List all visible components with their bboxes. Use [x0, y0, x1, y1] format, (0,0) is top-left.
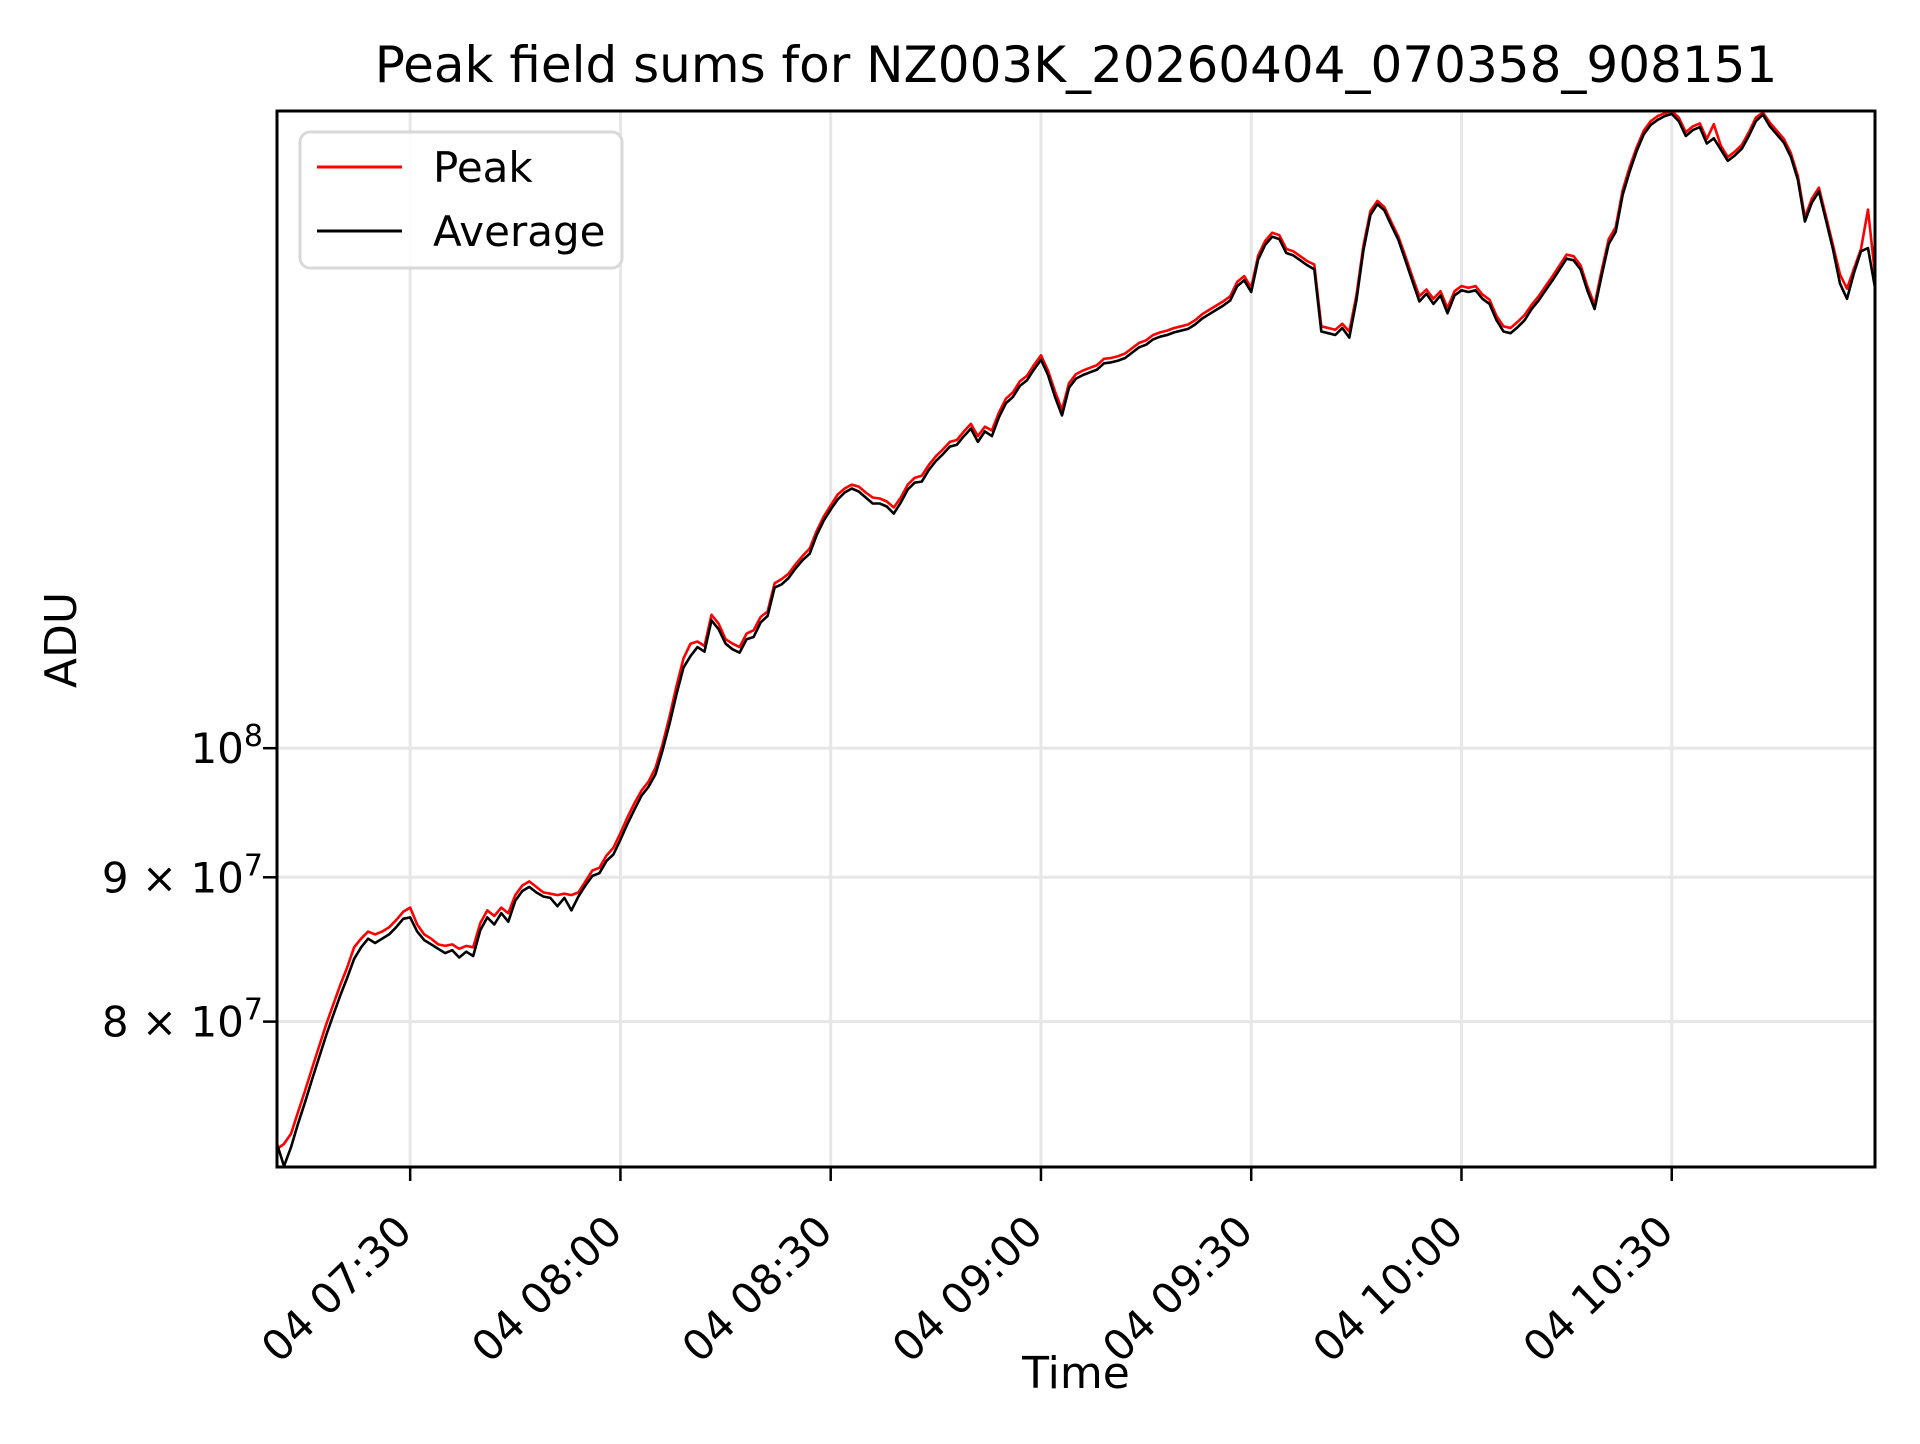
- average-line: [275, 112, 1877, 1168]
- y-tick-labels: 8 × 107 9 × 107 108: [102, 719, 263, 1046]
- tick-marks: [263, 746, 1673, 1181]
- legend-label-peak: Peak: [433, 143, 533, 192]
- plot-border: [275, 109, 1877, 1169]
- y-tick-label: 108: [190, 719, 263, 773]
- y-tick-label: 8 × 107: [102, 993, 263, 1047]
- gridlines: [277, 111, 1875, 1167]
- legend: Peak Average: [298, 130, 624, 270]
- data-series: [275, 109, 1877, 1168]
- legend-label-average: Average: [433, 207, 605, 256]
- y-tick-label: 9 × 107: [102, 848, 263, 902]
- peak-line: [276, 109, 1877, 1151]
- x-axis-label: Time: [1021, 1348, 1130, 1399]
- chart-title: Peak field sums for NZ003K_20260404_0703…: [375, 36, 1778, 94]
- y-axis-label: ADU: [36, 592, 87, 688]
